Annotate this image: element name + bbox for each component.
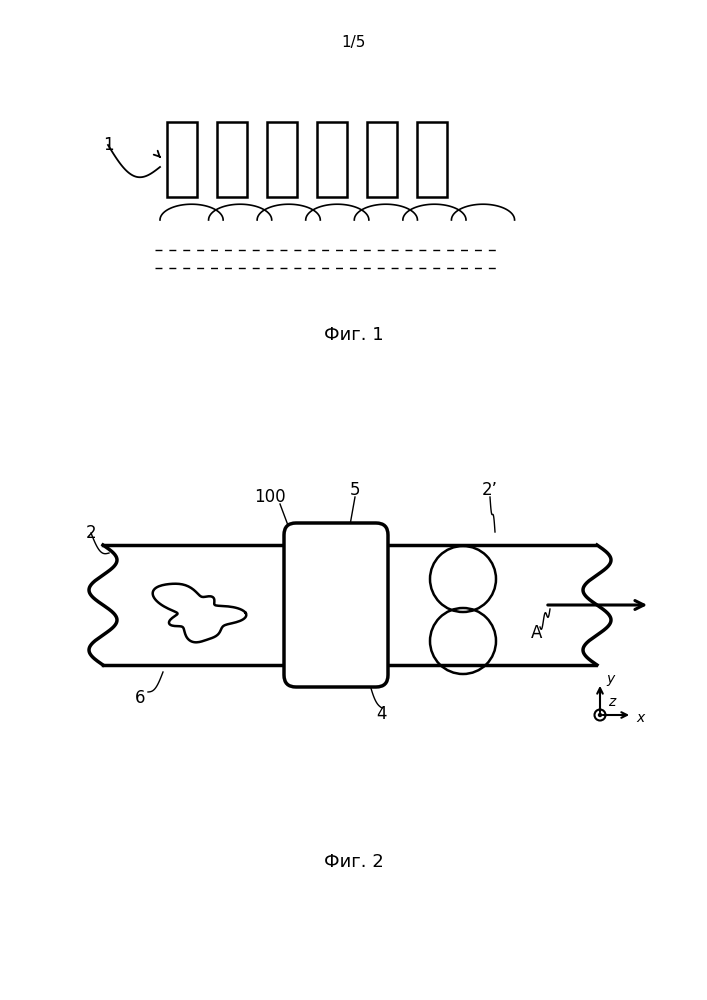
Circle shape xyxy=(599,714,602,716)
Text: 4: 4 xyxy=(377,705,387,723)
Text: Фиг. 2: Фиг. 2 xyxy=(324,853,384,871)
Bar xyxy=(417,122,447,197)
Bar xyxy=(293,545,311,665)
Text: A: A xyxy=(532,624,543,642)
Bar xyxy=(317,122,347,197)
Bar xyxy=(167,122,197,197)
Text: x: x xyxy=(636,711,644,725)
Text: 2: 2 xyxy=(86,524,96,542)
Text: 5: 5 xyxy=(350,481,361,499)
FancyBboxPatch shape xyxy=(284,523,388,687)
Text: 100: 100 xyxy=(255,488,286,506)
Text: 2’: 2’ xyxy=(482,481,498,499)
Text: 6: 6 xyxy=(135,689,145,707)
Text: z: z xyxy=(609,695,616,709)
Text: 1/5: 1/5 xyxy=(341,34,366,49)
Text: Фиг. 1: Фиг. 1 xyxy=(325,326,384,344)
Bar xyxy=(267,122,297,197)
Text: y: y xyxy=(606,672,614,686)
Bar xyxy=(367,122,397,197)
Text: 1: 1 xyxy=(103,136,113,154)
Bar xyxy=(217,122,247,197)
